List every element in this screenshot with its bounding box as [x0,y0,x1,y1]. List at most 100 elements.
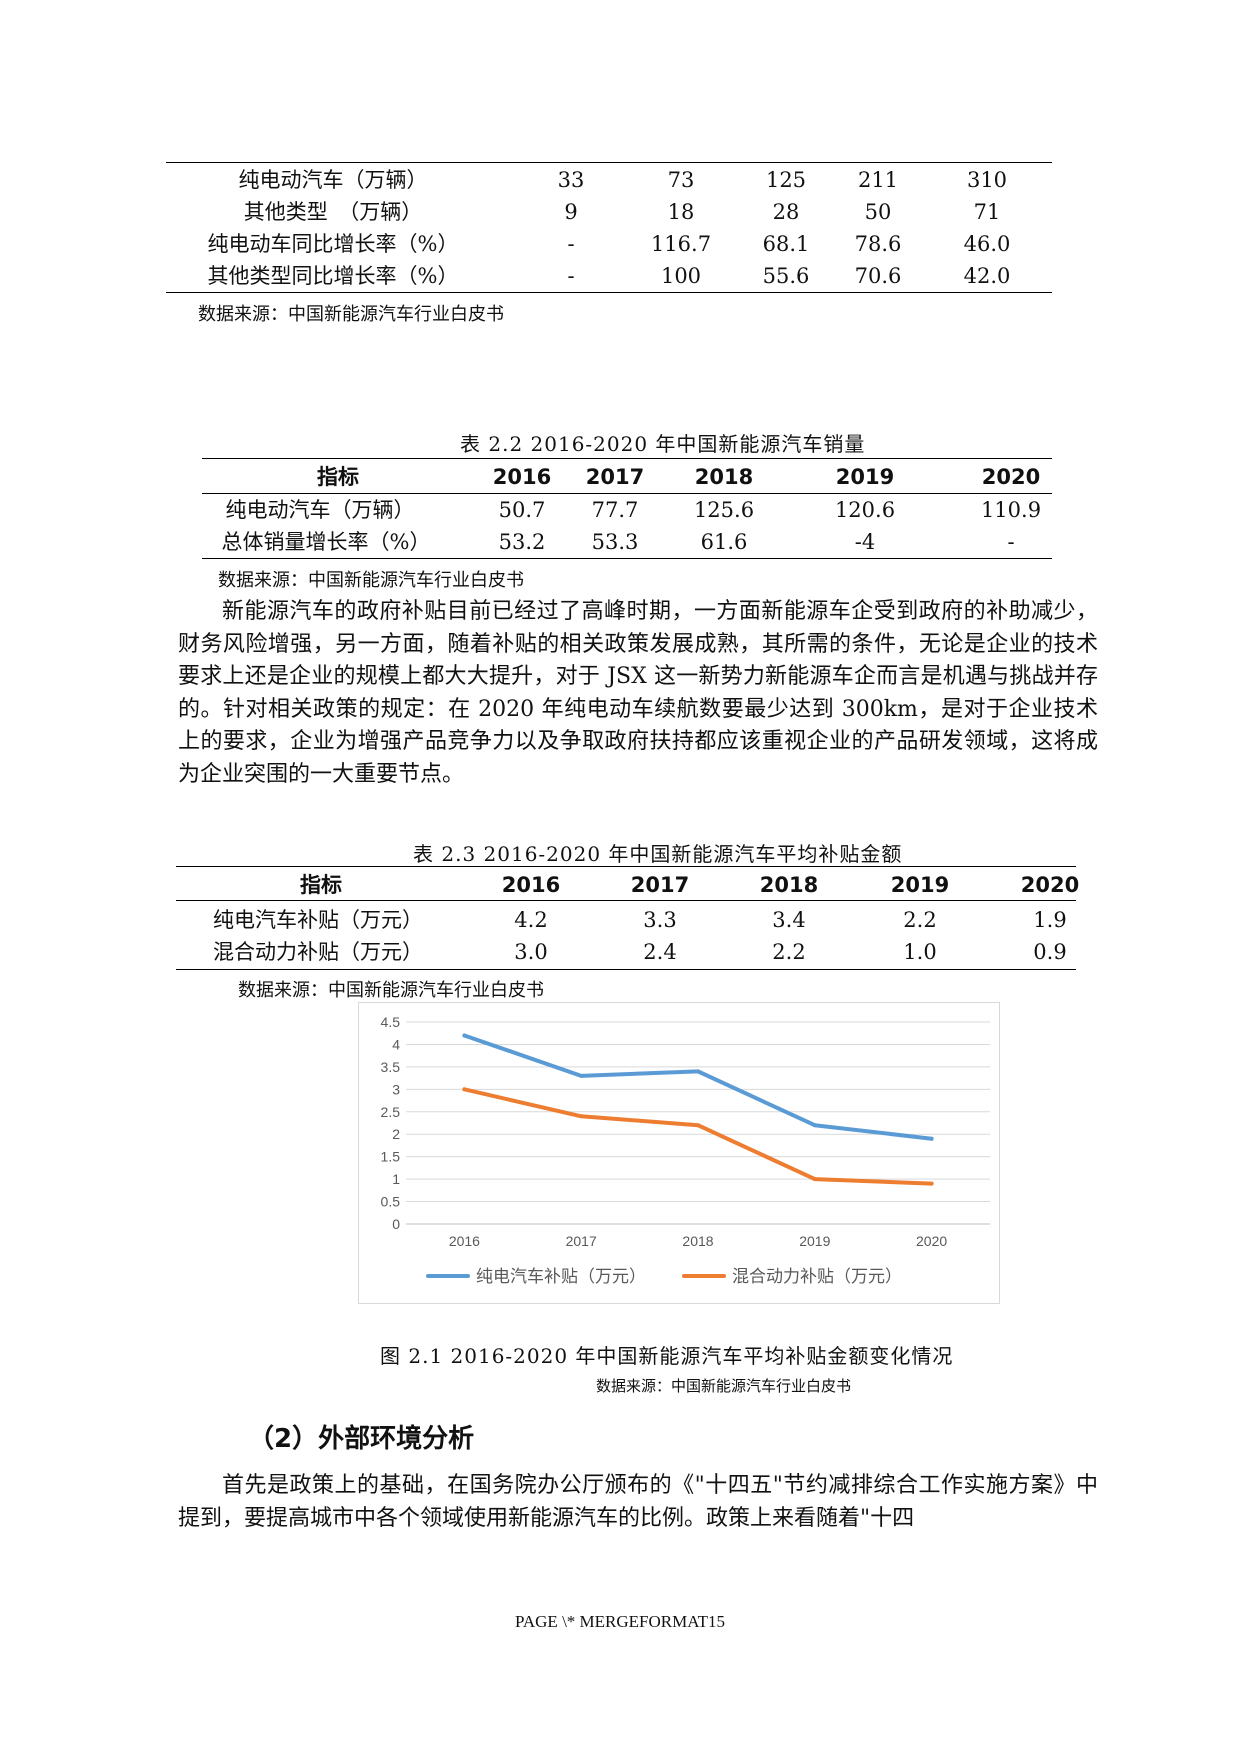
figure-source: 数据来源：中国新能源汽车行业白皮书 [596,1377,852,1395]
y-tick-label: 3.5 [381,1059,401,1075]
table2-bottom-rule [202,558,1052,559]
y-tick-label: 1 [392,1171,400,1187]
table2-cell: 53.2 [498,530,546,554]
table1-cell: 18 [667,200,695,224]
legend-label: 混合动力补贴（万元） [732,1267,902,1287]
table3-cell: 纯电汽车补贴（万元） [213,908,423,932]
y-tick-label: 2 [392,1126,400,1142]
table1-cell: 100 [660,264,702,288]
table1-bottom-rule [166,292,1052,293]
table1-cell: - [567,232,575,256]
chart-legend: 纯电汽车补贴（万元） 混合动力补贴（万元） [426,1267,902,1287]
data-point [929,1136,934,1141]
table2-top-rule [202,458,1052,459]
table2-header-cell: 2016 [492,465,552,489]
table2-header-cell: 2019 [835,465,895,489]
section-heading: （2）外部环境分析 [248,1424,475,1454]
table3-cell: 3.4 [772,908,806,932]
x-tick-label: 2020 [916,1233,947,1249]
y-tick-label: 0 [392,1216,400,1232]
table3-source: 数据来源：中国新能源汽车行业白皮书 [238,980,544,1001]
figure-caption: 图 2.1 2016-2020 年中国新能源汽车平均补贴金额变化情况 [380,1344,954,1368]
table1-cell: 71 [973,200,1001,224]
y-tick-label: 3 [392,1081,400,1097]
paragraph-text: 新能源汽车的政府补贴目前已经过了高峰时期，一方面新能源车企受到政府的补助减少，财… [178,599,1098,787]
x-tick-label: 2017 [566,1233,597,1249]
table3-cell: 3.0 [514,940,548,964]
body-paragraph-2: 首先是政策上的基础，在国务院办公厅颁布的《"十四五"节约减排综合工作实施方案》中… [178,1470,1098,1535]
chart-x-tick-labels: 2016 2017 2018 2019 2020 [449,1233,948,1249]
table1-cell: 55.6 [762,264,810,288]
table2-caption: 表 2.2 2016-2020 年中国新能源汽车销量 [460,432,866,456]
data-point [696,1123,700,1128]
x-tick-label: 2018 [682,1233,713,1249]
chart-gridlines [406,1021,990,1225]
y-tick-label: 4 [392,1036,400,1052]
table2-header-rule [202,493,1052,494]
table3-cell: 2.2 [903,908,937,932]
table3-cell: 3.3 [643,908,677,932]
table3-header-cell: 2016 [501,873,561,897]
table2-cell: 125.6 [693,498,755,522]
table1-cell: 42.0 [963,264,1011,288]
table1-cell: 50 [864,200,892,224]
table3-cell: 4.2 [514,908,548,932]
table1-cell: - [567,264,575,288]
y-tick-label: 2.5 [381,1104,401,1120]
table1-cell: 78.6 [854,232,902,256]
table1-source: 数据来源：中国新能源汽车行业白皮书 [198,304,504,325]
chart-series-lines [462,1033,934,1186]
table1-cell: 310 [966,168,1008,192]
table1-cell: 46.0 [963,232,1011,256]
table1-cell: 116.7 [650,232,712,256]
table2-cell: - [1007,530,1015,554]
data-point [579,1114,584,1119]
page-footer: PAGE \* MERGEFORMAT15 [514,1612,726,1631]
table2-cell: 纯电动汽车（万辆） [225,498,415,522]
table2-source: 数据来源：中国新能源汽车行业白皮书 [218,570,524,591]
table3-cell: 0.9 [1033,940,1067,964]
table2-header-cell: 2018 [694,465,754,489]
table1-cell: 9 [564,200,578,224]
table1-cell: 其他类型同比增长率（%） [207,264,459,288]
table3-caption: 表 2.3 2016-2020 年中国新能源汽车平均补贴金额 [413,842,903,866]
table3-cell: 混合动力补贴（万元） [213,940,423,964]
paragraph-text: 首先是政策上的基础，在国务院办公厅颁布的《"十四五"节约减排综合工作实施方案》中… [178,1473,1098,1531]
table1-cell: 68.1 [762,232,810,256]
table2-header-cell: 2017 [585,465,645,489]
subsidy-line-chart: 0 0.5 1 1.5 2 2.5 3 3.5 4 4.5 2016 2017 2018 2019 202… [358,1002,1000,1304]
table1-cell: 33 [557,168,585,192]
data-point [929,1181,934,1186]
data-point [812,1177,817,1182]
data-point [462,1033,467,1038]
y-tick-label: 0.5 [381,1194,401,1210]
table3-header-cell: 指标 [300,873,342,897]
table2-cell: -4 [854,530,876,554]
data-point [579,1073,584,1078]
table2-cell: 50.7 [498,498,546,522]
table2-cell: 77.7 [591,498,639,522]
table3-header-cell: 2017 [630,873,690,897]
body-paragraph-1: 新能源汽车的政府补贴目前已经过了高峰时期，一方面新能源车企受到政府的补助减少，财… [178,596,1098,791]
table3-header-rule [176,900,1076,901]
table2-cell: 110.9 [980,498,1042,522]
chart-frame [358,1002,1000,1304]
table2-cell: 53.3 [591,530,639,554]
table2-header-cell: 指标 [317,465,359,489]
table3-cell: 1.9 [1033,908,1067,932]
table2-cell: 61.6 [700,530,748,554]
data-point [462,1087,467,1092]
table1-cell: 28 [772,200,800,224]
data-point [696,1069,700,1074]
table2-cell: 总体销量增长率（%） [221,530,431,554]
table1-cell: 125 [765,168,807,192]
table1-cell: 211 [857,168,899,192]
table3-bottom-rule [176,969,1076,970]
table2-cell: 120.6 [834,498,896,522]
table1-cell: 纯电动汽车（万辆） [238,168,428,192]
table3-header-cell: 2018 [759,873,819,897]
table2-header-cell: 2020 [981,465,1041,489]
data-point [812,1123,817,1128]
table1-cell: 纯电动车同比增长率（%） [207,232,459,256]
table1-top-rule [166,162,1052,163]
